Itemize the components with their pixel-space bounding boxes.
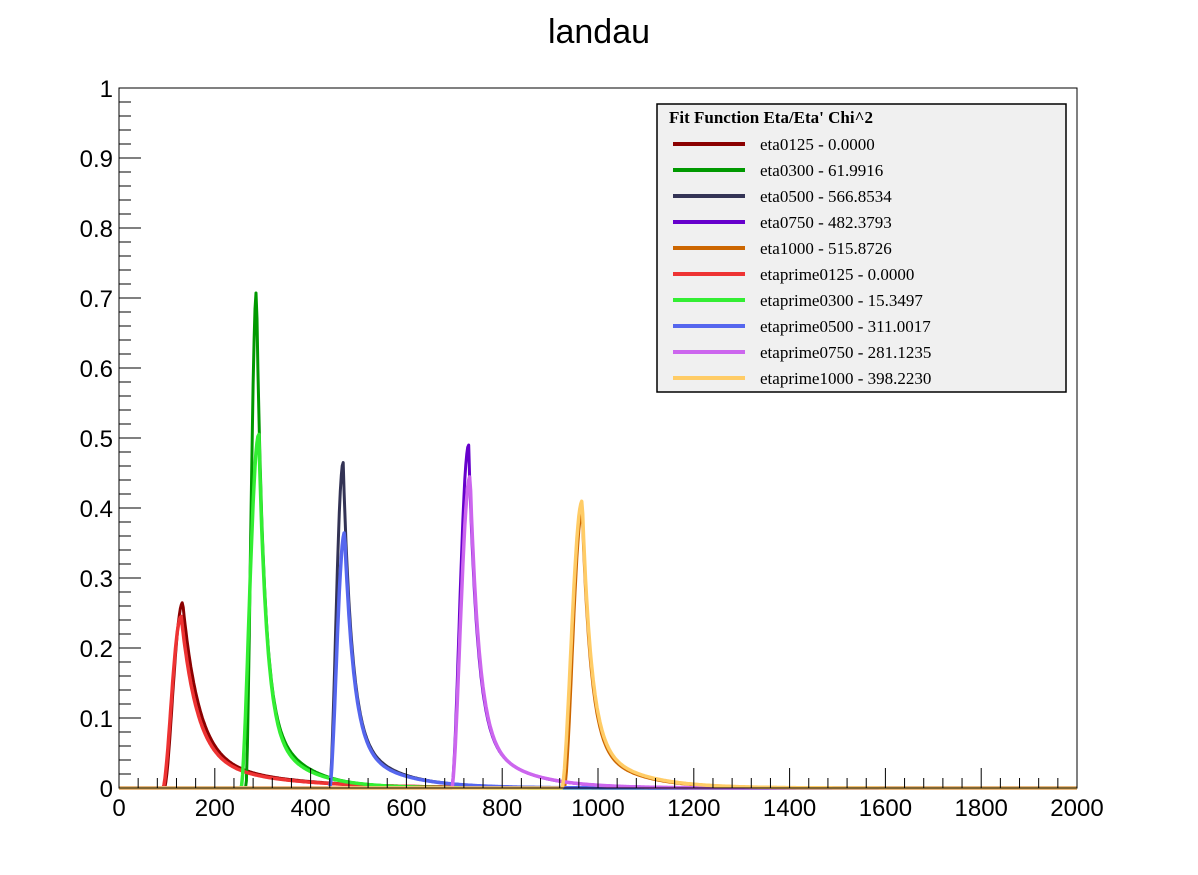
legend-label-9: etaprime1000 - 398.2230 — [760, 369, 931, 388]
y-tick-label: 0.2 — [80, 636, 113, 663]
legend-label-6: etaprime0300 - 15.3497 — [760, 291, 923, 310]
axes-layer: 0 200 400 600 800 1000 1200 1400 1600 1800 2000 0 0.… — [80, 76, 1104, 822]
x-tick-label: 1400 — [763, 795, 816, 822]
x-tick-label: 0 — [112, 795, 125, 822]
x-tick-label: 1200 — [667, 795, 720, 822]
x-tick-label: 200 — [195, 795, 235, 822]
y-tick-label: 0.9 — [80, 146, 113, 173]
x-tick-label: 400 — [291, 795, 331, 822]
y-tick-label: 1 — [100, 76, 113, 103]
legend-label-5: etaprime0125 - 0.0000 — [760, 265, 914, 284]
legend-label-8: etaprime0750 - 281.1235 — [760, 343, 931, 362]
legend-label-4: eta1000 - 515.8726 — [760, 239, 892, 258]
y-tick-label: 0.8 — [80, 216, 113, 243]
y-tick-label: 0.3 — [80, 566, 113, 593]
series-line-6 — [118, 432, 1078, 790]
y-tick-label: 0.7 — [80, 286, 113, 313]
y-tick-label: 0.6 — [80, 356, 113, 383]
x-tick-label: 1000 — [571, 795, 624, 822]
x-tick-label: 1800 — [955, 795, 1008, 822]
legend-label-7: etaprime0500 - 311.0017 — [760, 317, 931, 336]
legend-label-0: eta0125 - 0.0000 — [760, 135, 875, 154]
series-line-3 — [118, 443, 1078, 790]
x-tick-label: 800 — [482, 795, 522, 822]
legend-header: Fit Function Eta/Eta' Chi^2 — [669, 108, 873, 127]
y-tick-label: 0 — [100, 776, 113, 803]
x-tick-label: 600 — [386, 795, 426, 822]
y-tick-label: 0.5 — [80, 426, 113, 453]
series-line-0 — [118, 601, 1078, 790]
legend: Fit Function Eta/Eta' Chi^2 eta0125 - 0.… — [656, 103, 1067, 393]
y-tick-label: 0.1 — [80, 706, 113, 733]
legend-label-1: eta0300 - 61.9916 — [760, 161, 883, 180]
x-tick-label: 1600 — [859, 795, 912, 822]
legend-label-3: eta0750 - 482.3793 — [760, 213, 892, 232]
x-tick-label: 2000 — [1050, 795, 1103, 822]
legend-label-2: eta0500 - 566.8534 — [760, 187, 892, 206]
y-tick-label: 0.4 — [80, 496, 113, 523]
chart-title: landau — [548, 13, 650, 51]
series-line-5 — [118, 614, 1078, 790]
